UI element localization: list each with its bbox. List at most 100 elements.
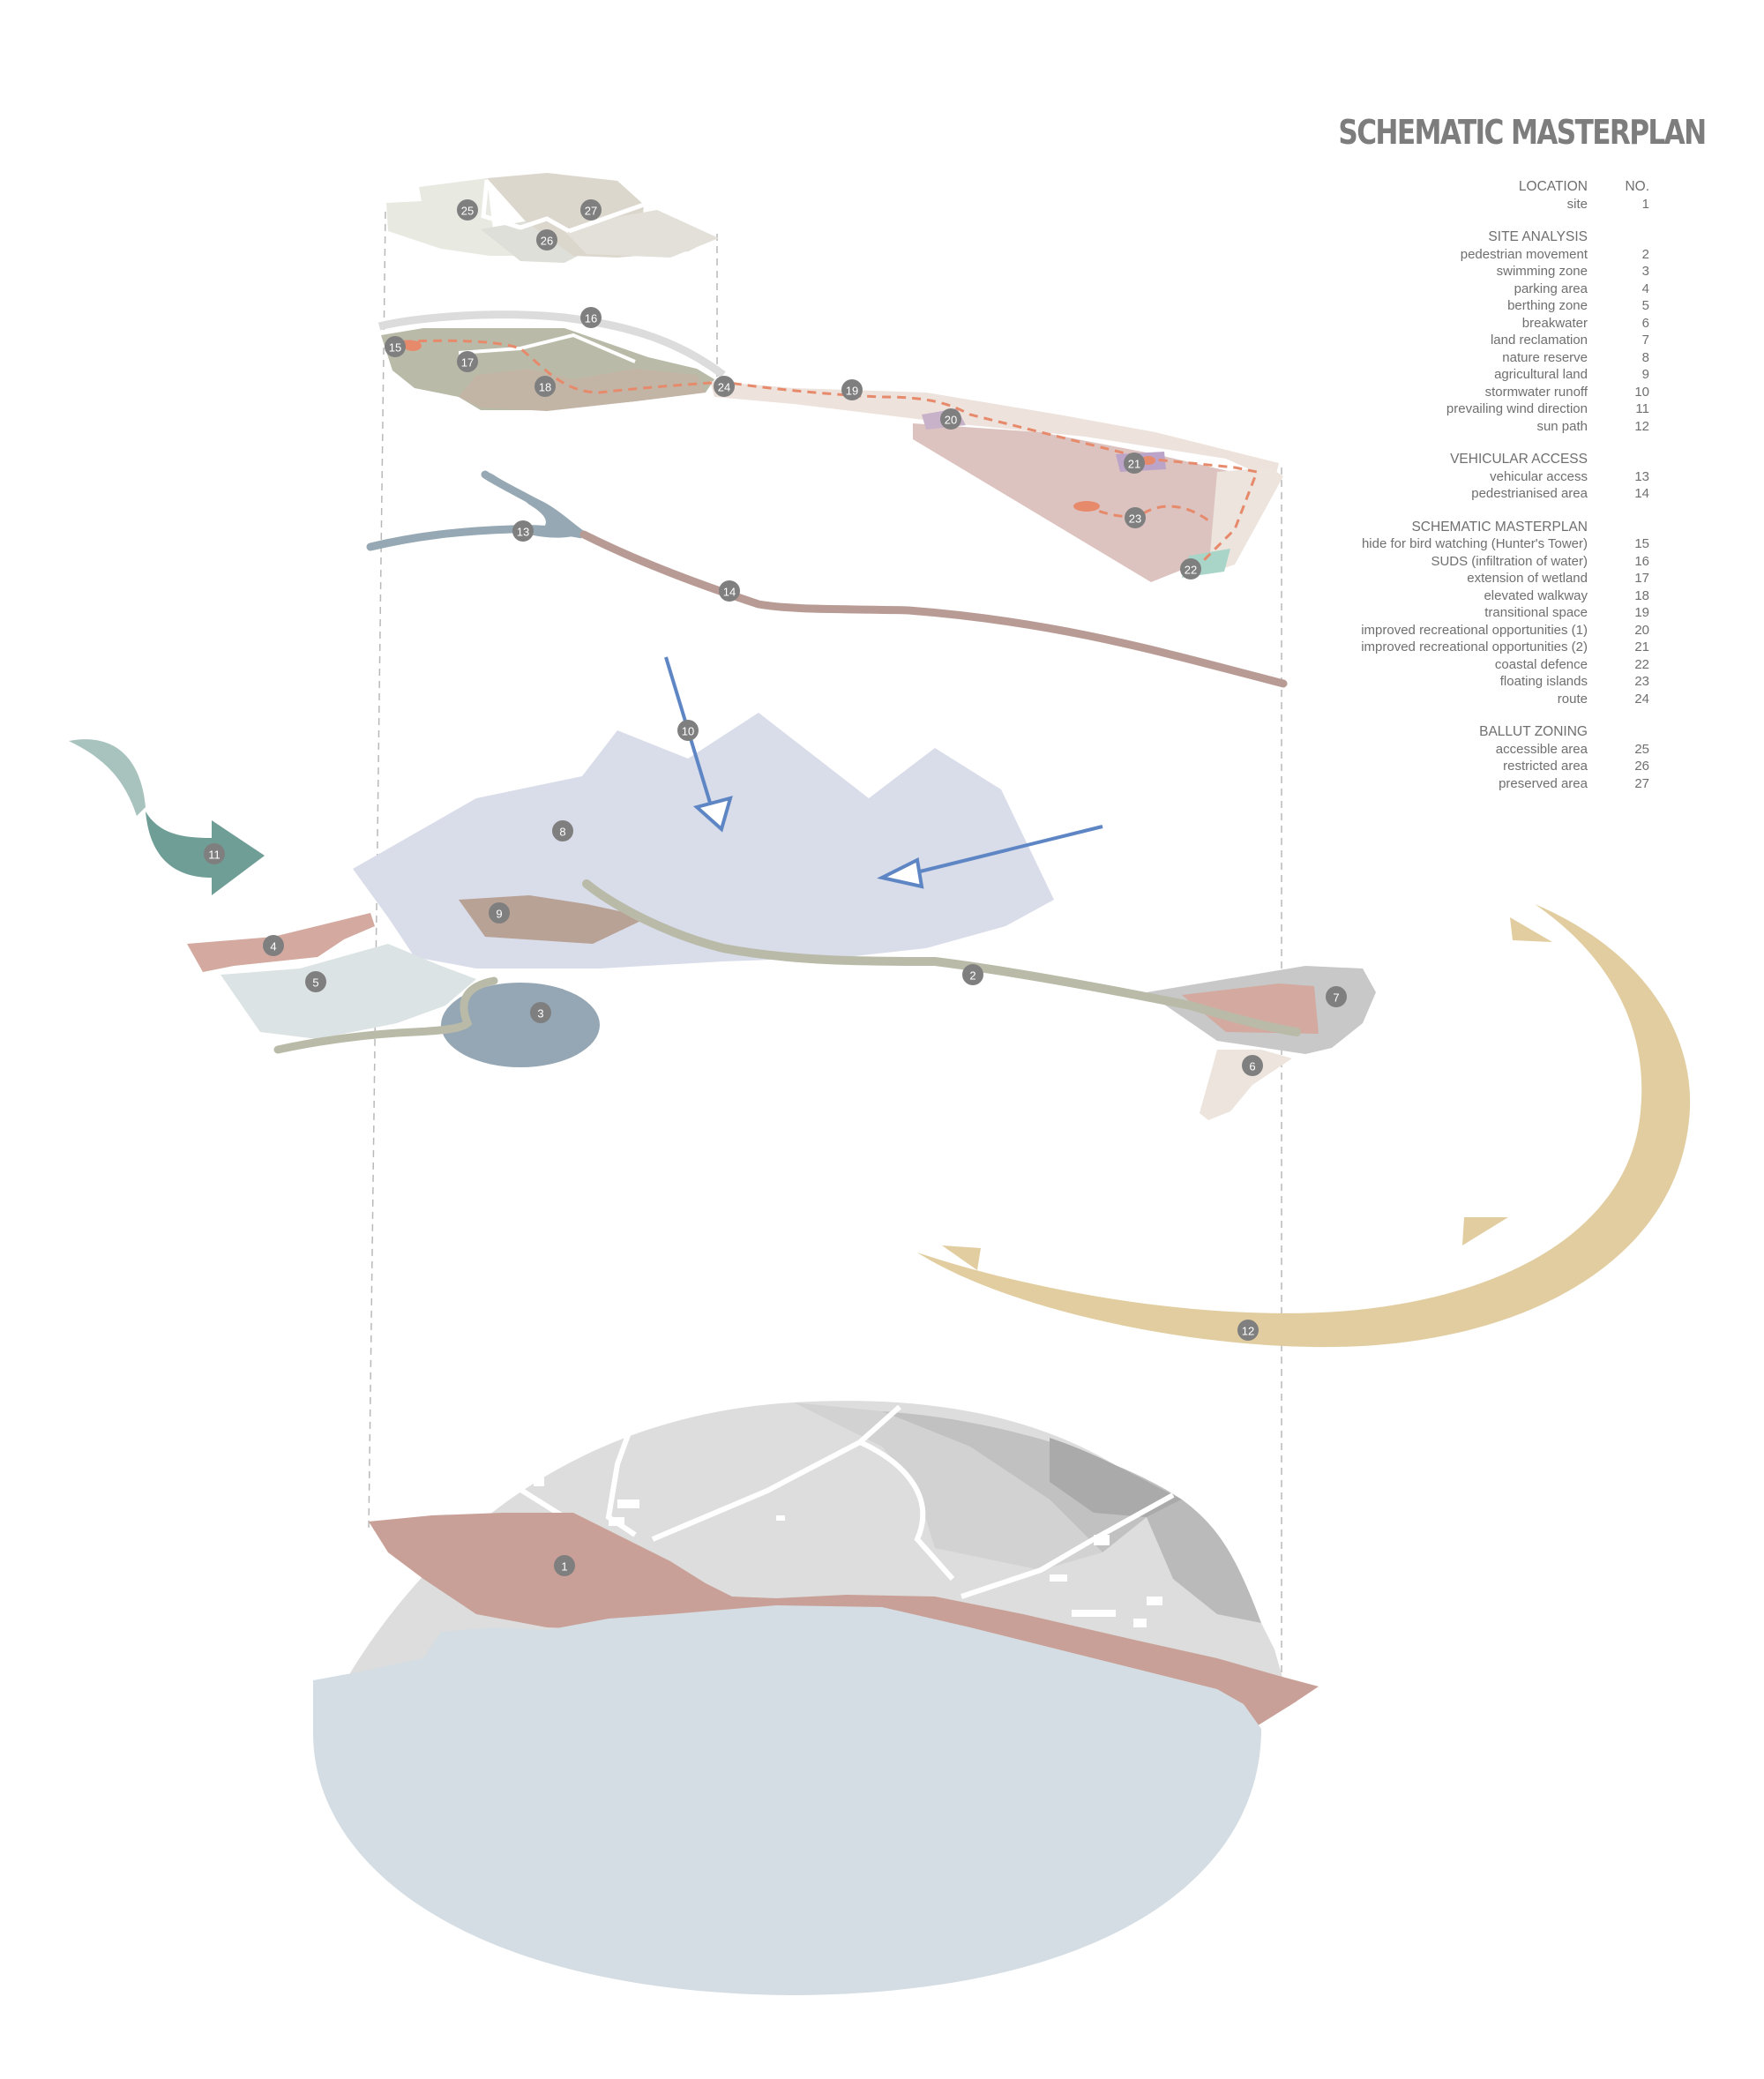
site-analysis-layer <box>69 656 1691 1348</box>
marker-circle <box>1242 1055 1263 1076</box>
transitional-zone-edge <box>1208 467 1283 573</box>
legend-heading-text: BALLUT ZONING <box>1479 724 1588 739</box>
marker-circle <box>385 336 406 357</box>
marker-22: 22 <box>1180 558 1201 580</box>
land-zone-mid <box>794 1402 1102 1570</box>
marker-circle <box>1125 507 1146 528</box>
legend-item: floating islands 23 <box>1270 673 1649 691</box>
marker-21: 21 <box>1124 452 1145 474</box>
marker-1: 1 <box>554 1555 575 1576</box>
legend-item-number: 5 <box>1641 298 1649 313</box>
legend-item-label: prevailing wind direction <box>1446 401 1588 416</box>
nature-reserve <box>353 713 1054 968</box>
legend-heading: BALLUT ZONING <box>1270 723 1649 741</box>
legend-item-label: agricultural land <box>1494 367 1588 382</box>
legend-section: BALLUT ZONING accessible area 25 restricted… <box>1270 723 1649 792</box>
elevated-walkway-zone <box>459 369 706 411</box>
land-zone-east <box>1147 1499 1261 1623</box>
marker-circle <box>677 720 699 741</box>
pedestrian-movement-path-west <box>273 976 498 1054</box>
marker-circle <box>962 964 983 985</box>
legend-panel: SCHEMATIC MASTERPLAN LOCATION NO. site 1 SIT… <box>1270 113 1707 808</box>
legend-item-number: 21 <box>1634 639 1649 654</box>
legend-item-number: 25 <box>1634 741 1649 757</box>
marker-9: 9 <box>489 902 510 924</box>
land-zone-darkest <box>1050 1438 1182 1517</box>
schematic-masterplan-layer <box>377 310 1283 582</box>
legend-item-number: 14 <box>1634 486 1649 501</box>
marker-circle <box>554 1555 575 1576</box>
wind-tail <box>69 739 146 816</box>
marker-18: 18 <box>534 376 556 397</box>
legend-item-number: 26 <box>1634 759 1649 774</box>
marker-label: 27 <box>585 205 597 218</box>
ballut-zoning-layer <box>386 173 719 263</box>
legend-item-label: restricted area <box>1503 759 1588 774</box>
marker-15: 15 <box>385 336 406 357</box>
legend-item-label: parking area <box>1514 280 1588 296</box>
legend-item-label: route <box>1557 691 1588 707</box>
marker-label: 12 <box>1242 1325 1254 1338</box>
legend-item-label: pedestrianised area <box>1471 486 1588 501</box>
legend-item: restricted area 26 <box>1270 758 1649 775</box>
marker-label: 2 <box>969 969 975 983</box>
legend-no-header <box>1588 451 1649 468</box>
marker-2: 2 <box>962 964 983 985</box>
legend-no-header <box>1588 519 1649 536</box>
legend-item: nature reserve 8 <box>1270 349 1649 367</box>
legend-heading: SCHEMATIC MASTERPLAN <box>1270 519 1649 536</box>
marker-label: 24 <box>718 381 730 394</box>
marker-label: 23 <box>1129 512 1141 526</box>
legend-item: prevailing wind direction 11 <box>1270 400 1649 418</box>
legend-item-label: hide for bird watching (Hunter's Tower) <box>1361 536 1588 551</box>
legend-item-label: vehicular access <box>1490 468 1588 484</box>
legend-item-number: 6 <box>1641 315 1649 331</box>
legend-item-number: 11 <box>1635 401 1649 416</box>
marker-circle <box>512 520 534 542</box>
legend-item: hide for bird watching (Hunter's Tower) 1… <box>1270 535 1649 553</box>
legend-item-label: floating islands <box>1499 674 1588 689</box>
marker-circle <box>305 971 326 992</box>
legend-item: land reclamation 7 <box>1270 332 1649 349</box>
marker-circle <box>1180 558 1201 580</box>
marker-circle <box>530 1002 551 1023</box>
legend-item-label: extension of wetland <box>1467 571 1588 586</box>
legend-heading: SITE ANALYSIS <box>1270 228 1649 246</box>
marker-14: 14 <box>719 580 740 602</box>
legend-item: site 1 <box>1270 196 1649 213</box>
legend-heading-text: SCHEMATIC MASTERPLAN <box>1411 519 1588 535</box>
legend-item: SUDS (infiltration of water) 16 <box>1270 553 1649 571</box>
suds-strip <box>377 310 726 378</box>
legend-item-number: 20 <box>1634 622 1649 638</box>
legend-item: improved recreational opportunities (1) 2… <box>1270 622 1649 639</box>
legend-heading-text: SITE ANALYSIS <box>1488 229 1588 244</box>
marker-label: 21 <box>1128 458 1140 471</box>
marker-label: 16 <box>585 312 597 325</box>
legend-item-label: berthing zone <box>1507 298 1588 313</box>
legend-item-label: preserved area <box>1499 775 1588 791</box>
marker-label: 15 <box>389 341 401 355</box>
legend-item-number: 10 <box>1634 384 1649 400</box>
marker-label: 17 <box>461 356 474 370</box>
legend-section: VEHICULAR ACCESS vehicular access 13 pedest… <box>1270 451 1649 503</box>
legend-heading-text: VEHICULAR ACCESS <box>1450 452 1588 467</box>
marker-20: 20 <box>940 408 961 430</box>
legend-item: transitional space 19 <box>1270 604 1649 622</box>
marker-label: 14 <box>723 586 736 599</box>
marker-circle <box>263 935 284 956</box>
legend-item-number: 17 <box>1634 571 1649 586</box>
legend-item: coastal defence 22 <box>1270 656 1649 674</box>
legend-item-number: 22 <box>1634 656 1649 672</box>
marker-circle <box>580 199 602 221</box>
legend-item: accessible area 25 <box>1270 741 1649 759</box>
legend-item-number: 13 <box>1634 468 1649 484</box>
legend-section: LOCATION NO. site 1 <box>1270 178 1649 213</box>
marker-label: 9 <box>496 908 502 921</box>
legend-item-label: coastal defence <box>1494 656 1588 672</box>
marker-circle <box>1326 986 1347 1007</box>
marker-5: 5 <box>305 971 326 992</box>
legend-item: vehicular access 13 <box>1270 468 1649 486</box>
marker-label: 25 <box>461 205 474 218</box>
marker-16: 16 <box>580 307 602 328</box>
base-map-buildings <box>472 1473 1162 1627</box>
